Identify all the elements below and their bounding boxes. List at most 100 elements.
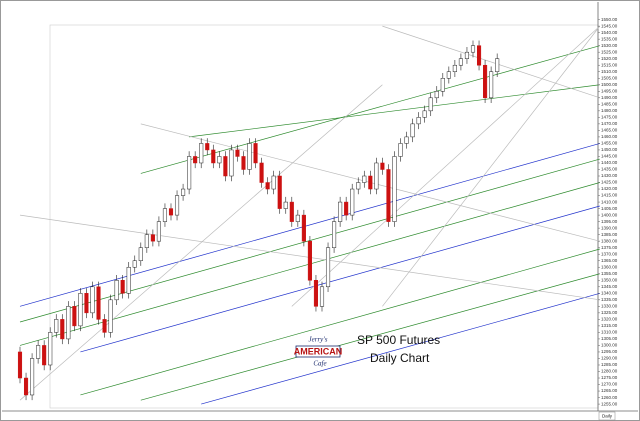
y-tick-label: 1440.00 xyxy=(601,160,618,165)
trendline xyxy=(19,84,383,401)
y-tick-label: 1415.00 xyxy=(601,193,618,198)
candle-body xyxy=(283,201,288,209)
candle-body xyxy=(289,201,294,222)
y-tick-label: 1365.00 xyxy=(601,258,618,263)
candle-body xyxy=(422,110,427,118)
candle-body xyxy=(120,280,125,294)
candle-body xyxy=(187,156,192,190)
layer xyxy=(17,40,500,401)
trendline xyxy=(382,25,600,99)
y-tick-label: 1290.00 xyxy=(601,356,618,361)
candle-body xyxy=(398,143,403,157)
chart-subtitle: Daily Chart xyxy=(370,351,430,365)
y-tick-label: 1310.00 xyxy=(601,330,618,335)
candle-body xyxy=(344,201,349,216)
candle-body xyxy=(162,208,168,222)
y-tick-label: 1525.00 xyxy=(601,49,618,54)
candle-body xyxy=(84,293,89,314)
candle-body xyxy=(90,286,95,314)
candle-body xyxy=(205,143,210,151)
candle-body xyxy=(17,351,23,379)
y-tick-label: 1260.00 xyxy=(601,395,618,400)
trendline xyxy=(382,25,601,307)
y-tick-label: 1495.00 xyxy=(601,88,618,93)
y-tick-label: 1305.00 xyxy=(601,336,618,341)
candle-body xyxy=(410,123,415,138)
candle-body xyxy=(464,51,470,59)
chart-title: SP 500 Futures xyxy=(357,333,440,347)
trendline xyxy=(201,292,600,405)
candle-body xyxy=(392,156,397,222)
trendline xyxy=(80,205,600,353)
y-tick-label: 1340.00 xyxy=(601,290,618,295)
y-tick-label: 1360.00 xyxy=(601,264,618,269)
candle-body xyxy=(380,162,385,170)
y-tick-label: 1370.00 xyxy=(601,251,618,256)
trendline xyxy=(140,273,600,401)
candle-body xyxy=(271,175,276,190)
candle-body xyxy=(350,188,355,216)
candle-body xyxy=(168,208,174,216)
y-tick-label: 1490.00 xyxy=(601,95,618,100)
y-tick-label: 1445.00 xyxy=(601,154,618,159)
candle-body xyxy=(374,162,379,190)
y-tick-label: 1390.00 xyxy=(601,225,618,230)
candle-body xyxy=(452,64,457,72)
y-tick-label: 1335.00 xyxy=(601,297,618,302)
candle-body xyxy=(150,234,155,242)
candle-body xyxy=(235,149,240,157)
candle-body xyxy=(132,260,137,268)
candle-body xyxy=(144,234,149,248)
y-tick-label: 1420.00 xyxy=(601,186,618,191)
candle-body xyxy=(156,221,161,242)
y-tick-label: 1285.00 xyxy=(601,362,618,367)
candle-body xyxy=(483,64,488,99)
y-tick-label: 1550.00 xyxy=(601,17,618,22)
candle-body xyxy=(23,377,29,396)
candle-body xyxy=(440,78,445,92)
candle-body xyxy=(60,319,65,340)
y-tick-label: 1470.00 xyxy=(601,121,618,126)
y-tick-label: 1545.00 xyxy=(601,23,618,28)
candle-body xyxy=(362,175,367,183)
candle-body xyxy=(428,97,433,112)
candle-body xyxy=(108,299,113,333)
candle-body xyxy=(54,319,59,333)
timeframe: Daily xyxy=(602,414,613,419)
candle-body xyxy=(458,58,463,66)
logo-line: AMERICAN xyxy=(294,346,343,356)
y-tick-label: 1295.00 xyxy=(601,349,618,354)
y-tick-label: 1505.00 xyxy=(601,75,618,80)
y-tick-label: 1355.00 xyxy=(601,271,618,276)
trendline xyxy=(140,45,600,174)
y-tick-label: 1275.00 xyxy=(601,375,618,380)
y-tick-label: 1270.00 xyxy=(601,382,618,387)
candle-body xyxy=(181,188,186,196)
candle-body xyxy=(138,247,143,261)
candle-body xyxy=(338,201,343,222)
y-tick-label: 1405.00 xyxy=(601,206,618,211)
y-tick-label: 1315.00 xyxy=(601,323,618,328)
candle-body xyxy=(247,143,252,170)
candle-body xyxy=(301,214,306,242)
candle-body xyxy=(223,156,228,177)
candle-body xyxy=(470,45,476,53)
y-tick-label: 1475.00 xyxy=(601,115,618,120)
candle-body xyxy=(114,280,119,301)
logo-banner xyxy=(295,345,341,358)
y-tick-label: 1540.00 xyxy=(601,30,618,35)
y-tick-label: 1400.00 xyxy=(601,212,618,217)
candle-body xyxy=(386,169,391,222)
candle-body xyxy=(476,45,482,66)
candle-body xyxy=(325,247,331,288)
candle-body xyxy=(36,345,41,359)
candle-body xyxy=(295,214,300,222)
trendline xyxy=(80,248,600,396)
y-tick-label: 1455.00 xyxy=(601,141,618,146)
candle-body xyxy=(495,58,500,72)
candle-body xyxy=(332,221,337,248)
candle-body xyxy=(217,156,222,164)
candle-body xyxy=(72,306,77,327)
